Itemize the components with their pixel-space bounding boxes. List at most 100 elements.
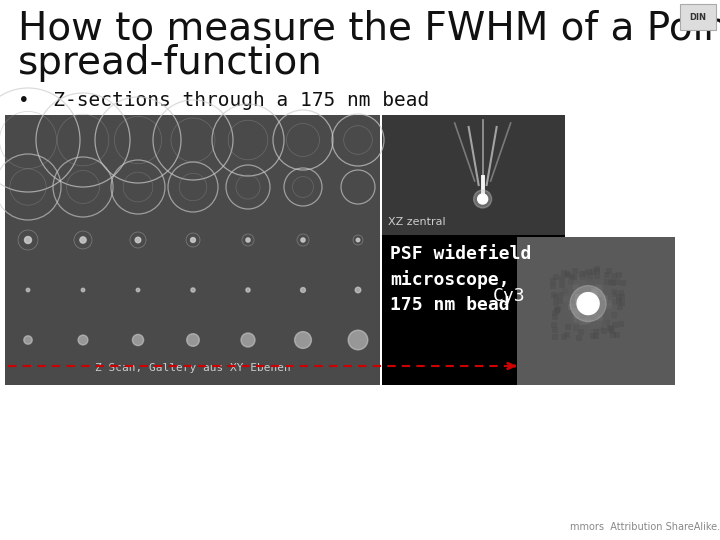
Bar (598, 286, 603, 292)
Bar (608, 325, 614, 331)
Bar (563, 296, 570, 302)
Bar (554, 307, 560, 313)
Bar (583, 297, 589, 303)
Bar (607, 289, 613, 295)
Bar (553, 274, 559, 280)
Circle shape (356, 238, 360, 242)
Text: spread-function: spread-function (18, 44, 323, 82)
Circle shape (577, 293, 599, 315)
Bar (552, 327, 558, 333)
Bar (579, 319, 585, 325)
Circle shape (132, 334, 143, 346)
Bar (574, 316, 580, 322)
Bar (590, 333, 596, 339)
Bar (582, 292, 589, 298)
Bar (587, 269, 593, 275)
Bar (594, 268, 600, 274)
Bar (611, 273, 617, 279)
Circle shape (78, 335, 88, 345)
Bar (552, 300, 559, 306)
Circle shape (348, 330, 368, 350)
Bar (601, 328, 607, 334)
Bar (593, 322, 599, 328)
Bar (606, 314, 612, 320)
Bar (559, 276, 565, 282)
Bar (589, 323, 595, 329)
Bar (558, 292, 564, 298)
Bar (603, 272, 610, 278)
Text: Cy3: Cy3 (493, 287, 526, 305)
Bar (576, 335, 582, 341)
Bar (517, 237, 675, 385)
Bar (551, 322, 557, 328)
Bar (572, 268, 577, 274)
Bar (590, 309, 596, 315)
Bar (573, 285, 579, 291)
Circle shape (474, 190, 492, 208)
Bar (616, 295, 623, 301)
Bar (562, 334, 567, 340)
Bar (5, 115, 380, 385)
Bar (611, 280, 616, 286)
Text: mmors  Attribution ShareAlike.: mmors Attribution ShareAlike. (570, 522, 720, 532)
Circle shape (136, 288, 140, 292)
Bar (580, 274, 586, 280)
Circle shape (81, 288, 85, 292)
Bar (559, 282, 565, 288)
Bar (568, 305, 574, 310)
Circle shape (294, 332, 311, 348)
Bar (555, 306, 561, 312)
Bar (614, 332, 620, 339)
Bar (580, 279, 585, 285)
Bar (552, 309, 558, 315)
Bar (595, 284, 601, 289)
Bar (618, 300, 625, 306)
Circle shape (80, 237, 86, 243)
Bar (607, 309, 613, 315)
Bar (593, 333, 599, 339)
Circle shape (241, 333, 255, 347)
Bar (595, 321, 602, 327)
Bar (574, 313, 580, 319)
Bar (564, 310, 570, 316)
Bar (579, 271, 585, 277)
Bar (597, 315, 603, 321)
Bar (610, 332, 616, 338)
Bar (594, 273, 600, 279)
Circle shape (186, 334, 199, 346)
Circle shape (246, 238, 250, 242)
Bar (607, 326, 613, 332)
Bar (598, 321, 605, 328)
Bar (551, 278, 557, 284)
Bar (571, 274, 577, 280)
Circle shape (355, 287, 361, 293)
Text: PSF widefield
microscope,
175 nm bead: PSF widefield microscope, 175 nm bead (390, 245, 531, 314)
Bar (601, 320, 607, 326)
Bar (575, 299, 581, 305)
Bar (564, 271, 570, 276)
Bar (562, 288, 568, 294)
Bar (604, 320, 611, 326)
Circle shape (246, 288, 250, 292)
Bar (582, 272, 589, 278)
Bar (620, 280, 626, 286)
Bar (571, 316, 577, 322)
Circle shape (135, 237, 141, 243)
Circle shape (191, 288, 195, 292)
Text: Z Scan, Gallery aus XY Ebenen: Z Scan, Gallery aus XY Ebenen (94, 363, 290, 373)
Bar (554, 308, 560, 314)
Bar (591, 288, 598, 294)
Bar (585, 275, 592, 281)
Bar (587, 273, 593, 279)
Bar (580, 299, 586, 305)
Bar (572, 283, 579, 289)
Circle shape (24, 336, 32, 344)
Text: How to measure the FWHM of a Point-: How to measure the FWHM of a Point- (18, 10, 720, 48)
Bar (606, 268, 612, 274)
Bar (564, 332, 570, 338)
Bar (680, 4, 716, 30)
Text: XZ zentral: XZ zentral (388, 217, 446, 227)
Circle shape (570, 286, 606, 322)
Bar (606, 300, 611, 306)
Bar (567, 279, 574, 285)
